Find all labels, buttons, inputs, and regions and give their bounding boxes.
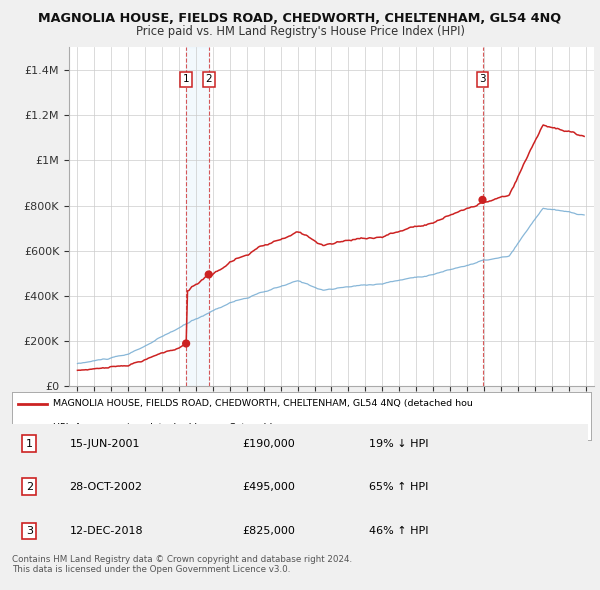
Text: MAGNOLIA HOUSE, FIELDS ROAD, CHEDWORTH, CHELTENHAM, GL54 4NQ: MAGNOLIA HOUSE, FIELDS ROAD, CHEDWORTH, … bbox=[38, 12, 562, 25]
Text: £495,000: £495,000 bbox=[242, 482, 295, 491]
Text: £825,000: £825,000 bbox=[242, 526, 295, 536]
Point bbox=[181, 339, 191, 348]
Text: HPI: Average price, detached house, Cotswold: HPI: Average price, detached house, Cots… bbox=[53, 423, 272, 432]
Text: 3: 3 bbox=[479, 74, 486, 84]
Text: 1: 1 bbox=[183, 74, 190, 84]
Text: 46% ↑ HPI: 46% ↑ HPI bbox=[369, 526, 428, 536]
Text: 2: 2 bbox=[205, 74, 212, 84]
Point bbox=[478, 195, 487, 205]
Text: MAGNOLIA HOUSE, FIELDS ROAD, CHEDWORTH, CHELTENHAM, GL54 4NQ (detached hou: MAGNOLIA HOUSE, FIELDS ROAD, CHEDWORTH, … bbox=[53, 399, 472, 408]
Point bbox=[204, 270, 214, 279]
Text: Contains HM Land Registry data © Crown copyright and database right 2024.
This d: Contains HM Land Registry data © Crown c… bbox=[12, 555, 352, 574]
Text: 15-JUN-2001: 15-JUN-2001 bbox=[70, 439, 140, 448]
Text: 3: 3 bbox=[26, 526, 33, 536]
Bar bbox=[186, 47, 209, 386]
Text: 12-DEC-2018: 12-DEC-2018 bbox=[70, 526, 143, 536]
Text: 65% ↑ HPI: 65% ↑ HPI bbox=[369, 482, 428, 491]
Text: 1: 1 bbox=[26, 439, 33, 448]
Text: £190,000: £190,000 bbox=[242, 439, 295, 448]
Text: 28-OCT-2002: 28-OCT-2002 bbox=[70, 482, 143, 491]
Text: Price paid vs. HM Land Registry's House Price Index (HPI): Price paid vs. HM Land Registry's House … bbox=[136, 25, 464, 38]
Text: 19% ↓ HPI: 19% ↓ HPI bbox=[369, 439, 428, 448]
Text: 2: 2 bbox=[26, 482, 33, 491]
